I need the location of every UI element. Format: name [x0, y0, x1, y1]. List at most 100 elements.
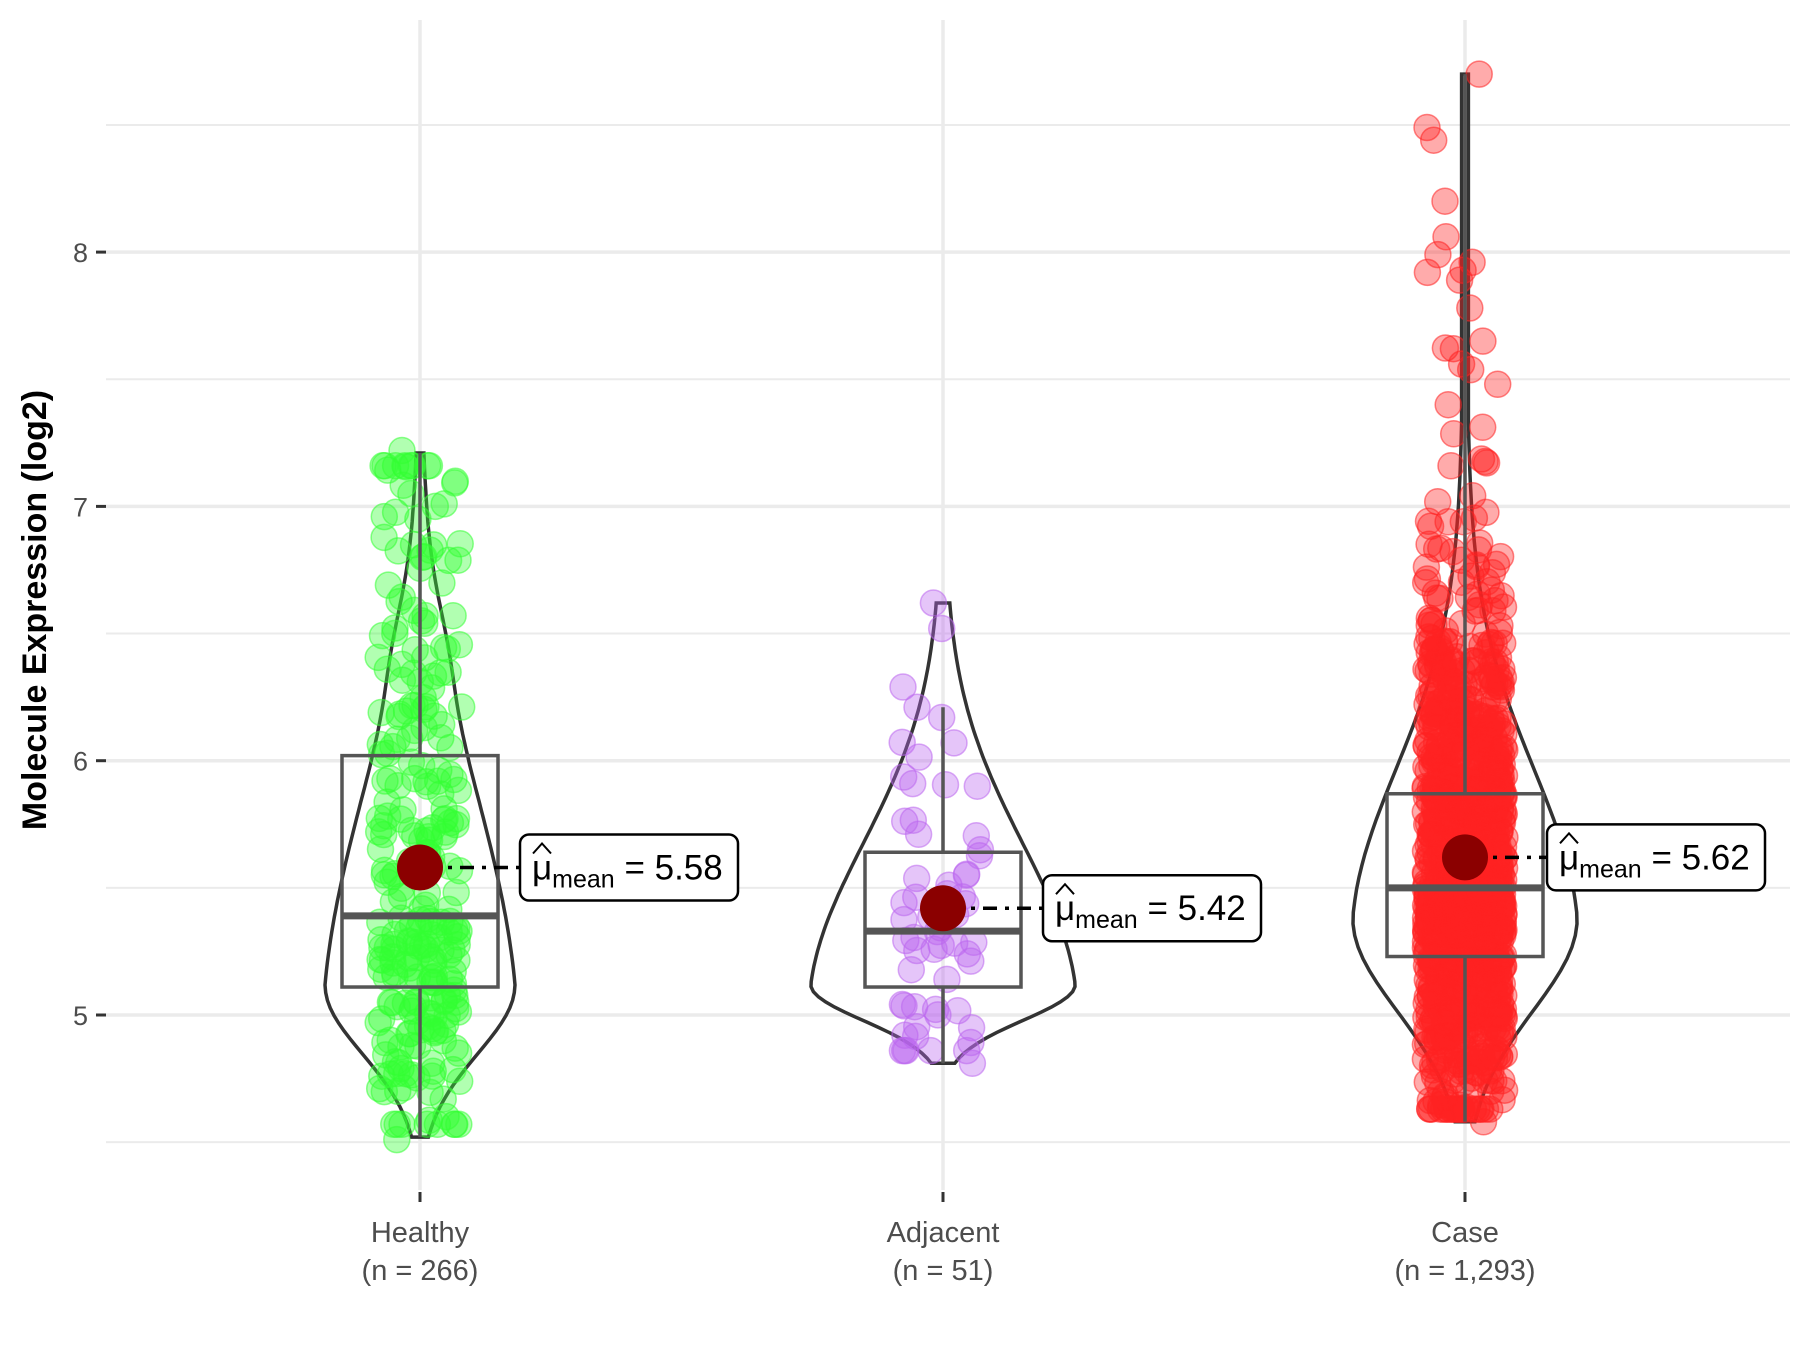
data-point	[436, 808, 465, 837]
data-point	[904, 820, 933, 849]
y-tick-label: 6	[73, 747, 88, 777]
data-point	[403, 963, 432, 991]
x-category-n-label: (n = 51)	[893, 1255, 994, 1287]
data-point	[369, 811, 398, 840]
data-point	[364, 1008, 392, 1037]
x-category-label: Case	[1431, 1217, 1499, 1249]
data-point	[888, 728, 916, 757]
data-point	[1468, 1042, 1496, 1071]
data-point	[1419, 126, 1448, 154]
data-point	[376, 764, 404, 793]
data-point	[927, 614, 956, 643]
data-point	[374, 571, 403, 599]
data-point	[441, 988, 470, 1016]
data-point	[1418, 624, 1446, 652]
y-tick-label: 8	[73, 238, 88, 268]
data-point	[429, 1085, 457, 1113]
data-point	[447, 693, 476, 721]
data-point	[428, 569, 456, 597]
data-point	[919, 589, 948, 617]
data-point	[420, 1003, 448, 1031]
data-point	[1439, 420, 1468, 448]
y-tick-label: 5	[73, 1001, 88, 1031]
hat-symbol	[1055, 882, 1075, 895]
data-point	[384, 537, 412, 565]
data-point	[1420, 769, 1449, 797]
data-point	[1469, 796, 1498, 824]
data-point	[1486, 542, 1515, 571]
x-category-label: Adjacent	[887, 1217, 1000, 1249]
mean-label-box	[1545, 823, 1767, 892]
data-point	[1431, 187, 1459, 215]
data-point	[898, 769, 927, 798]
x-category-n-label: (n = 266)	[362, 1255, 479, 1287]
data-point	[1483, 370, 1512, 399]
data-point	[1469, 327, 1497, 355]
violin-case	[1351, 72, 1579, 1124]
data-point	[440, 765, 468, 794]
data-point	[1487, 672, 1515, 701]
data-point	[1445, 266, 1474, 294]
data-point	[379, 949, 407, 977]
data-point	[367, 1005, 396, 1033]
data-point	[889, 673, 917, 701]
data-point	[1467, 1033, 1495, 1061]
data-point	[1480, 629, 1508, 658]
data-point	[1462, 552, 1491, 581]
axis-layer: 5 6 7 8 Healthy (n = 266) Adjacent (n = 51) Case…	[73, 238, 1536, 1287]
data-point	[1423, 584, 1451, 612]
hat-symbol	[532, 842, 552, 855]
data-point	[367, 955, 395, 983]
box-layer	[340, 74, 1545, 1138]
data-point	[383, 725, 411, 754]
data-point	[1432, 223, 1460, 251]
data-point	[371, 767, 399, 795]
data-point	[383, 1059, 411, 1088]
data-point	[1490, 733, 1518, 762]
hat-symbol	[1559, 831, 1579, 845]
y-axis-title: Molecule Expression (log2)	[16, 390, 54, 830]
data-point	[1457, 685, 1485, 714]
box	[863, 850, 1023, 989]
mean-label-box	[518, 833, 740, 902]
data-point	[395, 928, 423, 957]
data-point	[1431, 698, 1460, 726]
data-point	[1436, 627, 1464, 656]
mean-value: = 5.58	[615, 849, 723, 888]
data-point	[1477, 1077, 1505, 1106]
data-point	[963, 772, 992, 800]
data-point	[1478, 1042, 1506, 1071]
data-point	[444, 776, 473, 805]
data-point	[1460, 504, 1489, 532]
data-point	[958, 1049, 987, 1078]
data-point	[1463, 580, 1492, 609]
data-point	[420, 702, 448, 730]
data-point	[441, 1034, 469, 1062]
data-point	[385, 1049, 413, 1077]
data-point	[373, 868, 401, 896]
mean-label: μmean = 5.42	[1055, 889, 1246, 934]
data-point	[924, 1001, 952, 1029]
mean-point	[397, 844, 443, 891]
data-point	[425, 923, 454, 952]
data-point	[387, 882, 416, 911]
box	[340, 753, 500, 989]
data-point	[1441, 972, 1470, 1000]
mean-label: μmean = 5.62	[1559, 838, 1750, 883]
data-point	[931, 770, 960, 799]
data-point	[366, 730, 395, 759]
data-point	[430, 795, 458, 823]
data-point	[403, 1064, 431, 1092]
data-point	[1412, 553, 1441, 581]
mu-symbol: μ	[1559, 838, 1579, 877]
data-point	[1469, 1108, 1498, 1136]
data-point	[916, 1036, 945, 1065]
data-point	[1468, 413, 1497, 442]
data-point	[1413, 258, 1442, 287]
data-point	[410, 644, 439, 672]
data-point	[1488, 1066, 1516, 1095]
data-point	[1447, 350, 1476, 378]
data-point	[940, 729, 968, 757]
data-point	[1422, 535, 1451, 563]
data-point	[1490, 1076, 1519, 1104]
